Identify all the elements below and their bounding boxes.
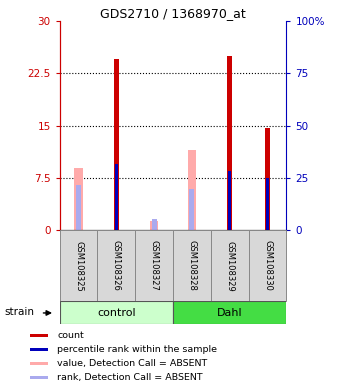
Bar: [135, 230, 173, 301]
Text: strain: strain: [5, 307, 35, 317]
Text: GSM108326: GSM108326: [112, 240, 121, 291]
Bar: [173, 301, 286, 324]
Text: rank, Detection Call = ABSENT: rank, Detection Call = ABSENT: [57, 372, 203, 382]
Text: GSM108327: GSM108327: [150, 240, 159, 291]
Bar: [98, 230, 135, 301]
Bar: [265, 128, 270, 230]
Bar: [152, 219, 157, 230]
Text: Dahl: Dahl: [217, 308, 242, 318]
Text: GSM108328: GSM108328: [188, 240, 196, 291]
Bar: [150, 221, 158, 230]
Bar: [30, 334, 48, 337]
Bar: [266, 178, 269, 230]
Text: GSM108329: GSM108329: [225, 240, 234, 291]
Bar: [30, 362, 48, 365]
Text: value, Detection Call = ABSENT: value, Detection Call = ABSENT: [57, 359, 207, 367]
Bar: [228, 171, 231, 230]
Bar: [227, 56, 232, 230]
Text: GSM108325: GSM108325: [74, 240, 83, 291]
Bar: [190, 189, 194, 230]
Text: count: count: [57, 331, 84, 340]
Text: GSM108330: GSM108330: [263, 240, 272, 291]
Bar: [115, 164, 118, 230]
Bar: [74, 167, 83, 230]
Bar: [249, 230, 286, 301]
Bar: [211, 230, 249, 301]
Bar: [60, 301, 173, 324]
Bar: [76, 185, 81, 230]
Bar: [60, 230, 98, 301]
Title: GDS2710 / 1368970_at: GDS2710 / 1368970_at: [100, 7, 246, 20]
Text: control: control: [97, 308, 136, 318]
Bar: [188, 150, 196, 230]
Bar: [173, 230, 211, 301]
Bar: [30, 376, 48, 379]
Text: percentile rank within the sample: percentile rank within the sample: [57, 345, 217, 354]
Bar: [30, 348, 48, 351]
Bar: [114, 60, 119, 230]
